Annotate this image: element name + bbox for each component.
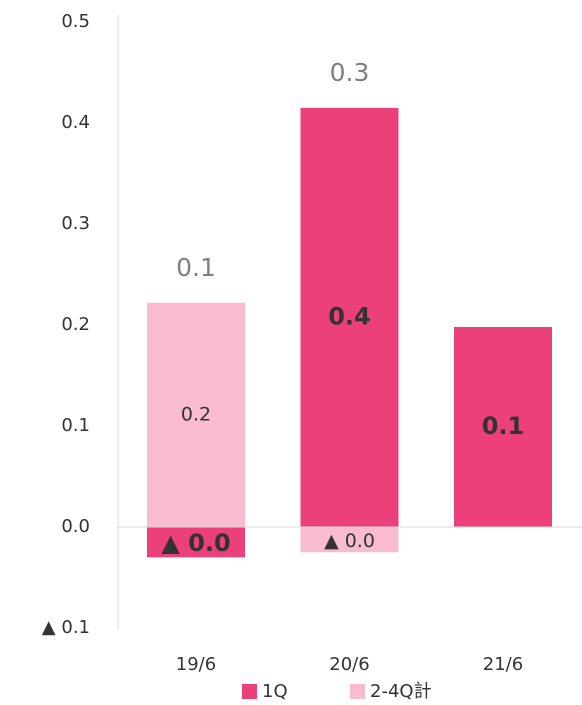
x-tick-label: 21/6 <box>483 654 523 675</box>
bar <box>300 107 399 527</box>
legend-label: 1Q <box>262 681 288 702</box>
value-label: 0.4 <box>328 302 371 330</box>
x-tick-label: 20/6 <box>329 654 369 675</box>
x-tick-label: 19/6 <box>176 654 216 675</box>
legend-swatch <box>242 684 257 699</box>
value-label: 0.2 <box>181 403 211 425</box>
bar <box>147 302 245 527</box>
total-label: 0.1 <box>176 253 216 282</box>
y-tick-label: 0.5 <box>61 11 90 32</box>
value-label: 0.1 <box>482 412 525 440</box>
y-tick-label: 0.0 <box>61 516 90 537</box>
value-label: ▲ 0.0 <box>161 529 230 557</box>
y-tick-label: ▲ 0.1 <box>42 617 90 638</box>
bar <box>300 527 399 553</box>
total-label: 0.3 <box>330 58 370 87</box>
y-tick-label: 0.1 <box>61 415 90 436</box>
bar <box>147 527 245 558</box>
y-tick-label: 0.4 <box>61 112 90 133</box>
bar <box>454 327 552 527</box>
legend-label: 2-4Q計 <box>370 681 432 702</box>
legend-swatch <box>350 684 365 699</box>
y-tick-label: 0.2 <box>61 314 90 335</box>
y-tick-label: 0.3 <box>61 213 90 234</box>
value-label: ▲ 0.0 <box>324 530 375 552</box>
